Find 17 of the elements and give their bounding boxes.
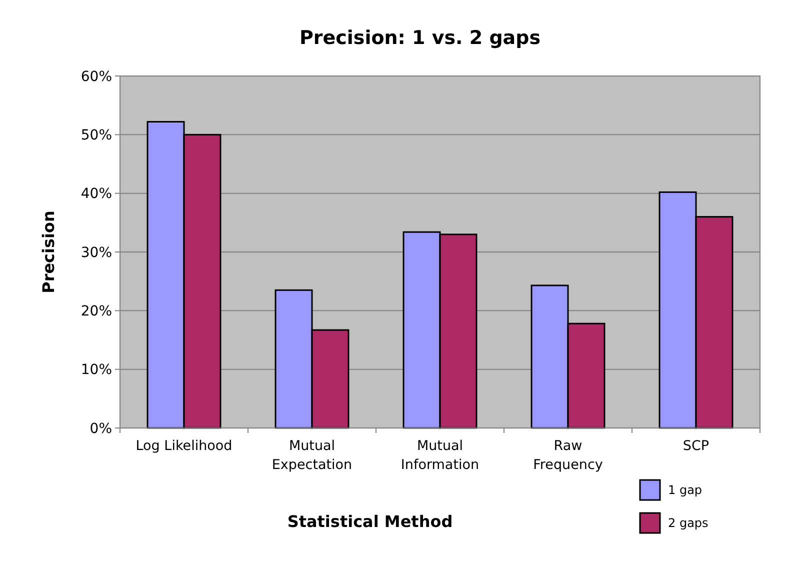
y-tick-label: 40% bbox=[80, 186, 112, 202]
y-tick-label: 60% bbox=[80, 68, 112, 85]
x-tick-label: Mutual Information bbox=[400, 438, 480, 473]
y-tick-label: 50% bbox=[80, 128, 112, 144]
x-tick-label: SCP bbox=[682, 438, 710, 454]
y-axis-title: Precision bbox=[39, 210, 58, 294]
legend-label: 2 gaps bbox=[668, 516, 708, 530]
legend-label: 1 gap bbox=[668, 483, 702, 498]
chart-title: Precision: 1 vs. 2 gaps bbox=[299, 27, 541, 49]
x-tick-label: Mutual Expectation bbox=[272, 438, 352, 473]
x-tick-label: Log Likelihood bbox=[136, 438, 232, 454]
y-tick-label: 10% bbox=[80, 362, 112, 378]
x-axis-title: Statistical Method bbox=[287, 512, 453, 531]
y-tick-label: 20% bbox=[80, 304, 112, 320]
x-tick-label: Raw Frequency bbox=[533, 438, 603, 473]
y-tick-label: 30% bbox=[80, 244, 112, 261]
y-tick-label: 0% bbox=[90, 420, 112, 437]
